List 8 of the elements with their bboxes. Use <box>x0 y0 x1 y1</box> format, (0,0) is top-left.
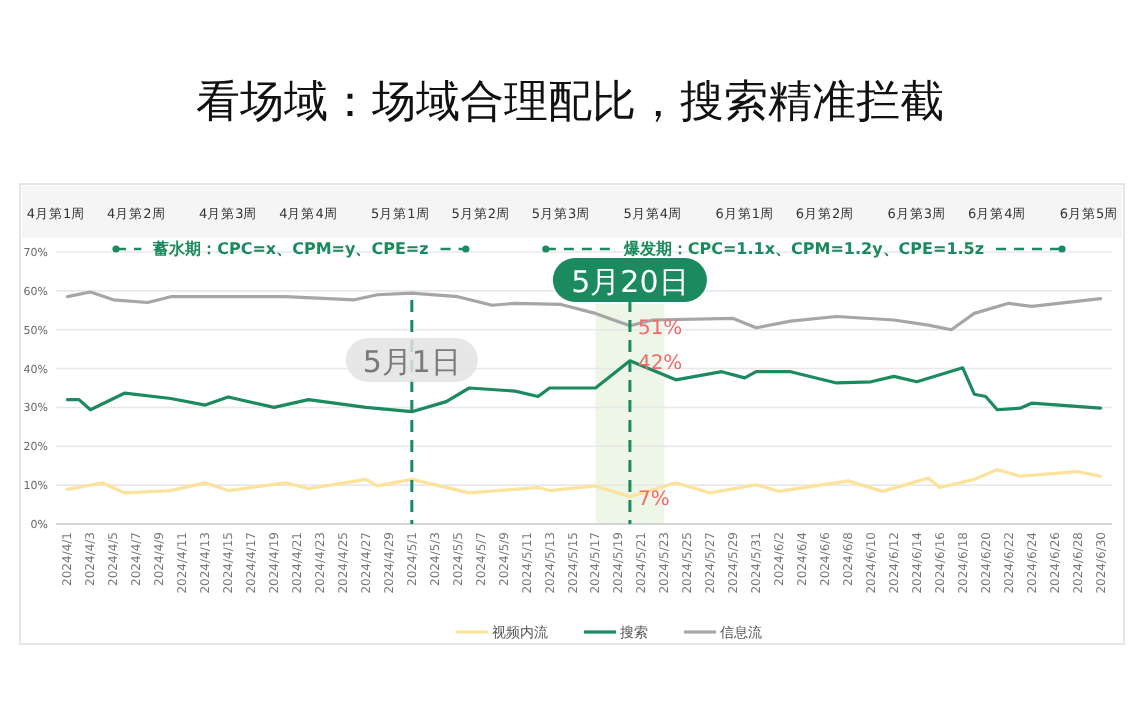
ref-line-label: 5月1日 <box>362 344 461 380</box>
chart-title: 看场域：场域合理配比，搜索精准拦截 <box>196 78 944 128</box>
ref-line-label: 5月20日 <box>571 264 689 300</box>
annotation: 51% <box>637 317 683 340</box>
annotation: 7% <box>637 488 670 511</box>
annotation: 蓄水期：CPC=x、CPM=y、CPE=z <box>151 240 430 258</box>
annotation: 爆发期：CPC=1.1x、CPM=1.2y、CPE=1.5z <box>621 240 985 258</box>
annotation: 42% <box>637 352 683 375</box>
